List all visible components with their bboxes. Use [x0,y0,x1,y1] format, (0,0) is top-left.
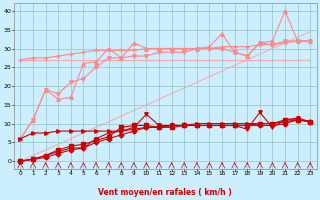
X-axis label: Vent moyen/en rafales ( km/h ): Vent moyen/en rafales ( km/h ) [99,188,232,197]
